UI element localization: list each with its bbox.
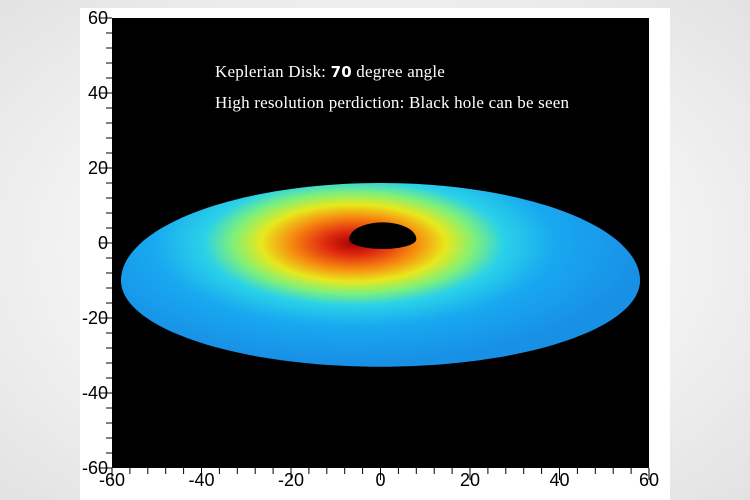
- y-tick-label: -40: [82, 383, 108, 403]
- y-tick-label: 20: [88, 158, 108, 178]
- y-tick-label: 40: [88, 83, 108, 103]
- x-tick-label: -60: [99, 470, 125, 490]
- x-tick-label: 0: [375, 470, 385, 490]
- axis-ticks: [100, 17, 650, 480]
- x-tick-label: -40: [188, 470, 214, 490]
- y-tick-label: -60: [82, 458, 108, 478]
- x-axis-labels: -60 -40 -20 0 20 40 60: [99, 470, 659, 490]
- x-tick-label: 60: [639, 470, 659, 490]
- black-hole: [349, 222, 417, 249]
- annotation-line-1: Keplerian Disk: 70 degree angle: [215, 62, 445, 81]
- y-axis-labels: -60 -40 -20 0 20 40 60: [82, 8, 108, 478]
- annotation-line-1-suffix: degree angle: [352, 62, 445, 81]
- x-tick-label: -20: [278, 470, 304, 490]
- y-tick-label: 60: [88, 8, 108, 28]
- annotation-line-2: High resolution perdiction: Black hole c…: [215, 93, 569, 112]
- x-tick-label: 40: [549, 470, 569, 490]
- y-tick-label: 0: [98, 233, 108, 253]
- x-tick-label: 20: [460, 470, 480, 490]
- annotation-angle-value: 70: [331, 63, 352, 81]
- accretion-disk: [121, 183, 640, 367]
- y-tick-label: -20: [82, 308, 108, 328]
- disk-group: [121, 183, 640, 367]
- annotation-line-1-prefix: Keplerian Disk:: [215, 62, 331, 81]
